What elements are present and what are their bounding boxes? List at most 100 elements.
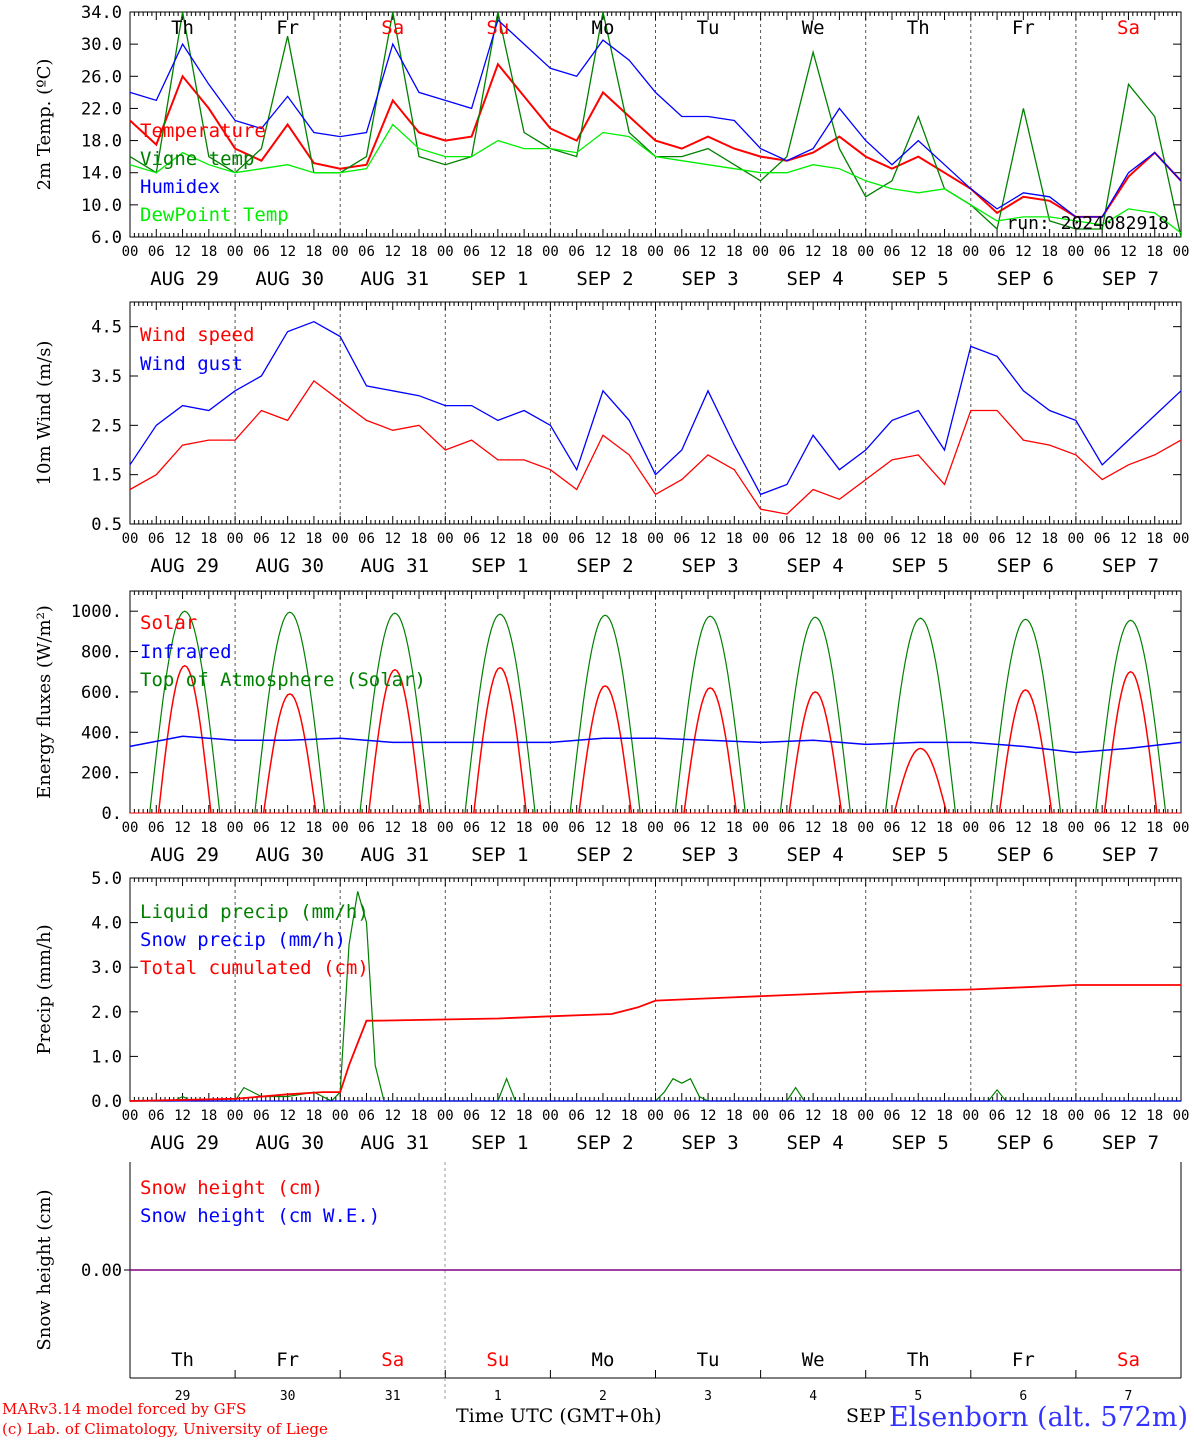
hour-tick-label: 18	[831, 531, 848, 547]
hour-tick-label: 06	[778, 531, 795, 547]
hour-tick-label: 18	[305, 820, 322, 836]
hour-tick-label: 06	[673, 531, 690, 547]
series-humidex	[129, 18, 1182, 218]
legend-entry: Infrared	[140, 641, 232, 663]
day-label: AUG 29	[150, 844, 219, 866]
y-tick-label: 4.0	[91, 914, 122, 934]
day-label: AUG 31	[360, 1132, 429, 1154]
hour-tick-label: 06	[778, 244, 795, 260]
weekday-label: Tu	[697, 17, 720, 39]
hour-tick-label: 12	[700, 1108, 717, 1124]
legend-entry: Solar	[140, 612, 197, 634]
hour-tick-label: 00	[1173, 820, 1190, 836]
y-tick-label: 600.	[81, 683, 122, 703]
hour-tick-label: 18	[200, 531, 217, 547]
hour-tick-label: 06	[673, 1108, 690, 1124]
hour-tick-label: 18	[621, 244, 638, 260]
weekday-label: Fr	[1012, 17, 1035, 39]
hour-tick-label: 12	[489, 244, 506, 260]
hour-tick-label: 18	[200, 820, 217, 836]
hour-tick-label: 06	[463, 531, 480, 547]
weekday-label: We	[802, 17, 825, 39]
day-label: SEP 3	[681, 555, 738, 577]
hour-tick-label: 12	[700, 820, 717, 836]
hour-tick-label: 12	[910, 1108, 927, 1124]
day-number-label: 29	[175, 1389, 191, 1404]
station-title: Elsenborn (alt. 572m)	[889, 1402, 1188, 1433]
hour-tick-label: 06	[253, 531, 270, 547]
weekday-label: Fr	[276, 1349, 299, 1371]
hour-tick-label: 00	[962, 820, 979, 836]
y-axis-label: Snow height (cm)	[34, 1189, 55, 1350]
hour-tick-label: 00	[437, 531, 454, 547]
hour-tick-label: 00	[437, 244, 454, 260]
day-label: SEP 1	[471, 844, 528, 866]
hour-tick-label: 18	[305, 244, 322, 260]
weekday-label: Su	[486, 1349, 509, 1371]
hour-tick-label: 12	[1120, 820, 1137, 836]
series-temperature	[129, 62, 1182, 218]
run-label: run: 2024082918	[1006, 213, 1169, 234]
hour-tick-label: 00	[857, 1108, 874, 1124]
hour-tick-label: 00	[1067, 1108, 1084, 1124]
hour-tick-label: 00	[122, 531, 139, 547]
hour-tick-label: 12	[805, 244, 822, 260]
hour-tick-label: 06	[253, 1108, 270, 1124]
hour-tick-label: 00	[227, 244, 244, 260]
hour-tick-label: 00	[437, 1108, 454, 1124]
hour-tick-label: 18	[1146, 244, 1163, 260]
hour-tick-label: 00	[122, 244, 139, 260]
hour-tick-label: 18	[411, 244, 428, 260]
hour-tick-label: 18	[936, 820, 953, 836]
legend-entry: Liquid precip (mm/h)	[140, 901, 369, 923]
hour-tick-label: 18	[621, 820, 638, 836]
hour-tick-label: 06	[463, 244, 480, 260]
day-label: SEP 2	[576, 268, 633, 290]
hour-tick-label: 06	[1094, 244, 1111, 260]
y-tick-label: 0.00	[81, 1261, 122, 1281]
hour-tick-label: 12	[1120, 1108, 1137, 1124]
hour-tick-label: 12	[805, 1108, 822, 1124]
hour-tick-label: 18	[936, 531, 953, 547]
legend-entry: Humidex	[140, 176, 220, 198]
hour-tick-label: 06	[989, 1108, 1006, 1124]
day-label: SEP 6	[997, 844, 1054, 866]
day-label: SEP 2	[576, 844, 633, 866]
hour-tick-label: 12	[595, 1108, 612, 1124]
hour-tick-label: 12	[384, 244, 401, 260]
day-label: SEP 1	[471, 555, 528, 577]
hour-tick-label: 00	[542, 531, 559, 547]
hour-tick-label: 06	[148, 1108, 165, 1124]
y-tick-label: 400.	[81, 723, 122, 743]
hour-tick-label: 12	[1120, 244, 1137, 260]
hour-tick-label: 18	[1041, 531, 1058, 547]
hour-tick-label: 00	[752, 244, 769, 260]
day-label: AUG 29	[150, 555, 219, 577]
weekday-label: Sa	[1117, 17, 1140, 39]
day-label: AUG 29	[150, 1132, 219, 1154]
hour-tick-label: 00	[227, 820, 244, 836]
model-credit: MARv3.14 model forced by GFS	[2, 1400, 247, 1418]
hour-tick-label: 00	[542, 244, 559, 260]
hour-tick-label: 18	[200, 244, 217, 260]
y-tick-label: 22.0	[81, 99, 122, 119]
hour-tick-label: 12	[595, 244, 612, 260]
hour-tick-label: 00	[752, 1108, 769, 1124]
day-number-label: 6	[1019, 1389, 1027, 1404]
y-tick-label: 3.0	[91, 958, 122, 978]
hour-tick-label: 06	[778, 820, 795, 836]
hour-tick-label: 06	[358, 244, 375, 260]
weekday-label: Mo	[592, 17, 615, 39]
hour-tick-label: 18	[1146, 1108, 1163, 1124]
day-label: AUG 30	[255, 1132, 324, 1154]
y-tick-label: 26.0	[81, 67, 122, 87]
hour-tick-label: 18	[1041, 820, 1058, 836]
y-tick-label: 200.	[81, 764, 122, 784]
day-label: SEP 7	[1102, 844, 1159, 866]
day-label: AUG 31	[360, 555, 429, 577]
hour-tick-label: 12	[384, 1108, 401, 1124]
day-label: SEP 4	[787, 1132, 844, 1154]
hour-tick-label: 12	[1015, 244, 1032, 260]
hour-tick-label: 00	[857, 820, 874, 836]
legend-entry: Snow height (cm W.E.)	[140, 1205, 380, 1227]
